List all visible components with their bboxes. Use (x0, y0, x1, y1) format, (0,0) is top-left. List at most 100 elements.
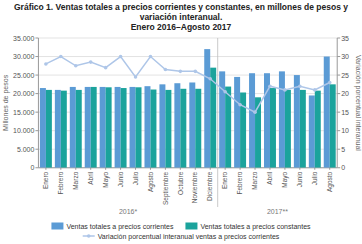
tick (135, 168, 136, 170)
bar (294, 75, 300, 168)
bar (189, 82, 195, 167)
bar (285, 90, 291, 168)
tick (329, 168, 330, 170)
tick (75, 168, 76, 170)
category-label: Mayo (102, 171, 110, 187)
bar (315, 91, 321, 168)
category-label: Octubre (177, 171, 184, 195)
marker (44, 62, 48, 66)
marker (74, 64, 78, 68)
bar (106, 87, 112, 167)
marker (119, 55, 123, 59)
grid-line (38, 75, 337, 76)
y-axis-label: Millones de pesos (2, 74, 10, 131)
bar-series (46, 68, 336, 168)
bar (61, 91, 67, 168)
bar (249, 73, 255, 168)
marker (223, 90, 227, 94)
tick-label: 10.000 (13, 127, 35, 134)
marker (193, 70, 197, 74)
bar (121, 88, 127, 168)
category-label: Junio (117, 171, 124, 187)
bar (279, 71, 285, 167)
tick (180, 168, 181, 170)
bar (204, 49, 210, 168)
y-axis (38, 38, 39, 168)
category-label: Febrero (236, 171, 243, 194)
annotation: 2016* (119, 208, 138, 215)
title: Gráfico 1. Ventas totales a precios corr… (14, 2, 348, 22)
grid-line (38, 149, 337, 150)
tick-label: 0 (341, 164, 345, 171)
marker (59, 55, 63, 59)
bar (174, 83, 180, 168)
bar (91, 87, 97, 168)
category-label: Junio (296, 171, 303, 187)
y2-axis (337, 38, 338, 168)
category-label: Mayo (281, 171, 289, 187)
marker (134, 75, 138, 79)
tick-label: 20 (341, 90, 349, 97)
tick-label: 30 (341, 53, 349, 60)
tick (120, 168, 121, 170)
marker (149, 55, 153, 59)
year-separator (217, 38, 218, 207)
bar (55, 90, 61, 168)
grid-line (38, 167, 337, 168)
grid-line (38, 56, 337, 57)
grid-line (38, 112, 337, 113)
tick-label: 5.000 (17, 146, 35, 153)
bar (270, 88, 276, 168)
tick (150, 168, 151, 170)
category-label: Agosto (147, 171, 155, 192)
grid-line (38, 130, 337, 131)
tick (240, 168, 241, 170)
bar (40, 88, 46, 168)
line-series (44, 55, 331, 114)
tick-label: 15 (341, 109, 349, 116)
tick-label: 5 (341, 146, 345, 153)
marker (313, 88, 317, 92)
tick-label: 10 (341, 127, 349, 134)
tick (45, 168, 46, 170)
tick-label: 20.000 (13, 90, 35, 97)
category-label: Enero (42, 171, 49, 189)
tick (195, 168, 196, 170)
marker (298, 84, 302, 88)
bar (219, 71, 225, 167)
category-label: Abril (87, 171, 94, 185)
x-axis (38, 167, 337, 168)
bar (330, 84, 336, 167)
category-label: Septiembre (162, 171, 170, 205)
category-label: Julio (311, 171, 318, 185)
tick (284, 168, 285, 170)
bar (309, 95, 315, 167)
legend-label: Variación porcentual interanual ventas a… (98, 233, 280, 241)
grid-line (38, 38, 337, 39)
bar (159, 84, 165, 167)
bar (136, 87, 142, 167)
bar (180, 89, 186, 168)
marker (268, 84, 272, 88)
bar (300, 90, 306, 168)
category-label: Agosto (326, 171, 334, 192)
tick-label: 35 (341, 35, 349, 42)
bar (150, 90, 156, 168)
tick (299, 168, 300, 170)
title-line: Gráfico 1. Ventas totales a precios corr… (14, 2, 348, 12)
bar-series (40, 49, 330, 168)
bar (115, 87, 121, 168)
marker (179, 70, 183, 74)
bar (225, 87, 231, 168)
bar (46, 90, 52, 168)
bar (100, 87, 106, 168)
legend-swatch (185, 223, 197, 230)
tick-label: 30.000 (13, 53, 35, 60)
marker (283, 88, 287, 92)
category-label: Noviembre (191, 171, 198, 203)
marker (164, 68, 168, 72)
plot-area (40, 49, 336, 168)
marker (208, 77, 212, 81)
tick (269, 168, 270, 170)
annotation: 2017** (267, 208, 288, 215)
